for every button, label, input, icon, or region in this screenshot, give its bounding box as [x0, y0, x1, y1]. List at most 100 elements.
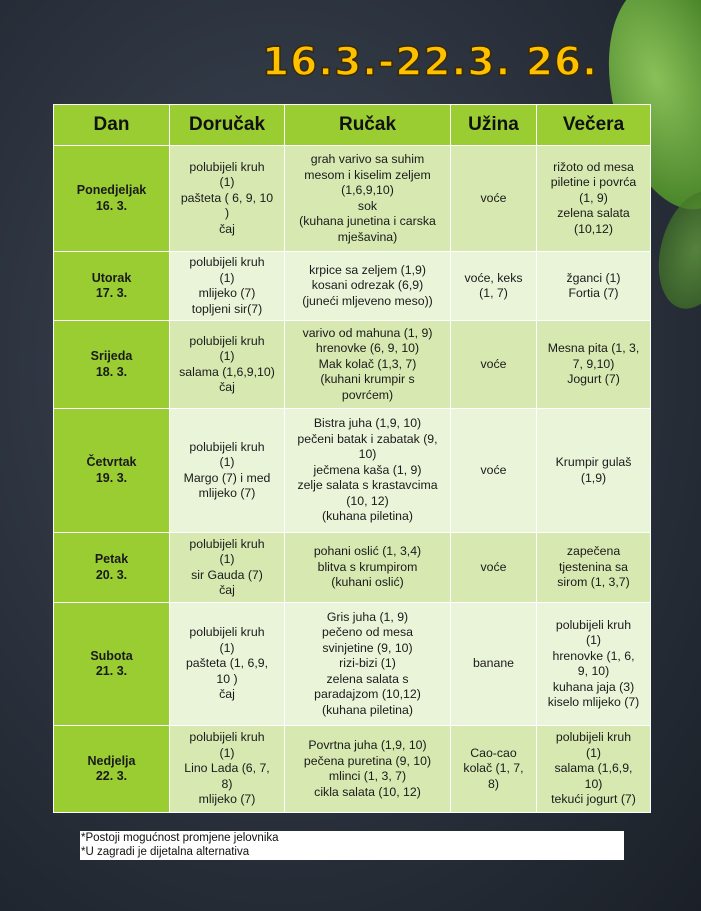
day-label: 16. 3. — [95, 198, 128, 213]
cell-vecera: Mesna pita (1, 3, 7, 9,10) Jogurt (7) — [536, 320, 651, 409]
cell-dorucak: polubijeli kruh (1) Lino Lada (6, 7, 8) mlij… — [169, 725, 285, 813]
menu-item-line: povrćem) — [341, 387, 394, 402]
menu-item-line: (kuhana piletina) — [322, 702, 413, 717]
cell-rucak: Gris juha (1, 9) pečeno od mesa svinjetine… — [284, 602, 451, 726]
menu-item-line: 10 ) — [216, 671, 238, 686]
day-label: 18. 3. — [95, 364, 128, 379]
cell-uzina: voće — [450, 532, 537, 603]
menu-item-line: Fortia (7) — [568, 286, 619, 300]
menu-item-line: ječmena kaša (1, 9) — [313, 462, 422, 477]
header-row: Dan Doručak Ručak Užina Večera — [53, 104, 651, 146]
day-label: Četvrtak — [86, 455, 137, 469]
menu-item-line: tjestenina sa — [558, 559, 629, 574]
menu-item-line: topljeni sir(7) — [191, 301, 263, 316]
menu-item-line: polubijeli kruh — [555, 730, 632, 745]
menu-item-line: polubijeli kruh — [189, 333, 265, 348]
footnote-box: *Postoji mogućnost promjene jelovnika *U… — [80, 831, 624, 860]
menu-item-line: 10) — [584, 776, 603, 791]
cell-rucak: varivo od mahuna (1, 9) hrenovke (6, 9, 1… — [284, 320, 451, 409]
menu-row: Utorak 17. 3. polubijeli kruh (1) mlijeko (7… — [53, 251, 651, 321]
menu-item-line: mlinci (1, 3, 7) — [328, 769, 407, 783]
menu-item-line: (10,12) — [574, 221, 613, 236]
cell-vecera: Krumpir gulaš (1,9) — [536, 408, 651, 533]
menu-item-line: blitva s krumpirom — [317, 559, 418, 574]
cell-day: Ponedjeljak 16. 3. — [53, 145, 170, 252]
menu-item-line: sir Gauda (7) — [191, 567, 263, 582]
footnote-line: *U zagradi je dijetalna alternativa — [81, 846, 250, 858]
menu-item-line: kiselo mlijeko (7) — [547, 695, 640, 709]
cell-day: Utorak 17. 3. — [53, 251, 170, 321]
menu-item-line: voće — [480, 559, 507, 574]
menu-item-line: čaj — [219, 687, 235, 702]
menu-item-line: žganci (1) — [566, 270, 621, 285]
cell-day: Subota 21. 3. — [53, 602, 170, 726]
menu-item-line: polubijeli kruh — [189, 536, 265, 551]
menu-item-line: (kuhani krumpir s — [320, 372, 415, 387]
menu-item-line: (1) — [219, 640, 235, 655]
menu-item-line: pečeni batak i zabatak (9, — [297, 431, 438, 446]
menu-item-line: Mesna pita (1, 3, — [547, 341, 640, 356]
cell-day: Petak 20. 3. — [53, 532, 170, 603]
cell-day: Srijeda 18. 3. — [53, 320, 170, 409]
menu-row: Ponedjeljak 16. 3. polubijeli kruh (1) pašte… — [53, 145, 651, 252]
menu-item-line: hrenovke (1, 6, — [552, 648, 635, 663]
menu-item-line: (kuhana piletina) — [322, 509, 413, 524]
menu-item-line: (kuhani oslić) — [331, 575, 404, 590]
menu-item-line: 10) — [358, 447, 377, 462]
menu-item-line: piletine i povrća — [550, 175, 637, 190]
menu-item-line: Lino Lada (6, 7, — [184, 761, 270, 776]
day-label: 17. 3. — [95, 286, 128, 300]
menu-item-line: krpice sa zeljem (1,9) — [309, 262, 426, 277]
cell-uzina: voće — [450, 320, 537, 409]
menu-item-line: banane — [472, 656, 515, 671]
menu-item-line: zelje salata s krastavcima — [297, 478, 438, 493]
cell-vecera: zapečena tjestenina sa sirom (1, 3,7) — [536, 532, 651, 603]
menu-item-line: (1, 9) — [579, 190, 608, 205]
cell-dorucak: polubijeli kruh (1) mlijeko (7) topljeni si… — [169, 251, 285, 321]
day-label: Srijeda — [90, 349, 133, 363]
cell-dorucak: polubijeli kruh (1) salama (1,6,9,10) čaj — [169, 320, 285, 409]
menu-item-line: (1, 7) — [479, 286, 508, 300]
menu-item-line: sirom (1, 3,7) — [557, 575, 630, 590]
menu-row: Subota 21. 3. polubijeli kruh (1) pašteta (1… — [53, 602, 651, 726]
menu-item-line: tekući jogurt (7) — [551, 792, 636, 807]
cell-dorucak: polubijeli kruh (1) pašteta (1, 6,9, 10 ) ča… — [169, 602, 285, 726]
cell-dorucak: polubijeli kruh (1) pašteta ( 6, 9, 10) čaj — [169, 145, 285, 252]
menu-item-line: voće — [480, 190, 507, 205]
menu-item-line: Jogurt (7) — [567, 372, 620, 387]
menu-item-line: zapečena — [566, 544, 621, 559]
menu-item-line: kolač (1, 7, — [463, 761, 524, 776]
menu-item-line: polubijeli kruh — [189, 255, 265, 269]
menu-item-line: svinjetine (9, 10) — [322, 640, 413, 655]
menu-item-line: (1) — [585, 745, 602, 760]
menu-item-line: 9, 10) — [577, 664, 610, 678]
menu-item-line: varivo od mahuna (1, 9) — [302, 325, 433, 340]
cell-vecera: žganci (1) Fortia (7) — [536, 251, 651, 321]
menu-item-line: Gris juha (1, 9) — [326, 609, 409, 624]
header-uzina: Užina — [450, 104, 537, 146]
cell-uzina: voće — [450, 145, 537, 252]
day-label: 20. 3. — [95, 567, 128, 582]
day-label: Subota — [90, 648, 133, 663]
menu-item-line: pašteta (1, 6,9, — [185, 656, 269, 671]
menu-row: Srijeda 18. 3. polubijeli kruh (1) salama (1… — [53, 320, 651, 409]
menu-item-line: paradajzom (10,12) — [314, 687, 421, 702]
menu-item-line: Povrtna juha (1,9, 10) — [308, 738, 427, 752]
menu-item-line: polubijeli kruh — [555, 617, 632, 632]
menu-item-line: čaj — [219, 221, 235, 236]
menu-item-line: mlijeko (7) — [198, 792, 256, 807]
day-label: 19. 3. — [95, 470, 128, 485]
menu-item-line: čaj — [219, 380, 235, 394]
header-dan: Dan — [53, 104, 170, 146]
footnote-line: *Postoji mogućnost promjene jelovnika — [81, 832, 279, 844]
cell-uzina: Cao-cao kolač (1, 7, 8) — [450, 725, 537, 813]
day-label: 22. 3. — [95, 769, 128, 783]
menu-item-line: (1) — [219, 270, 235, 285]
header-vecera: Večera — [536, 104, 651, 146]
cell-rucak: Bistra juha (1,9, 10) pečeni batak i zaba… — [284, 408, 451, 533]
menu-item-line: polubijeli kruh — [189, 159, 265, 174]
day-label: Ponedjeljak — [76, 183, 147, 197]
day-label: Petak — [94, 552, 129, 566]
menu-item-line: ) — [224, 206, 230, 221]
menu-item-line: Bistra juha (1,9, 10) — [313, 416, 422, 431]
